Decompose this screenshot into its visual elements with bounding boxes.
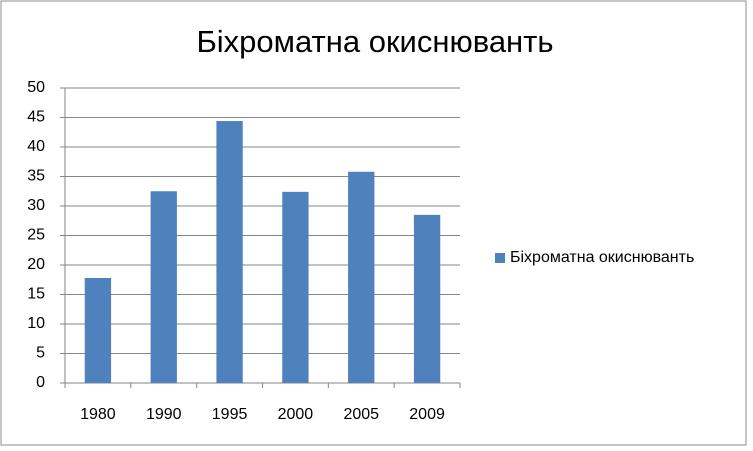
y-tick-label: 20 — [27, 256, 45, 273]
chart-title: Біхроматна окиснюванть — [196, 24, 553, 59]
bar — [348, 171, 375, 383]
y-tick-label: 35 — [27, 168, 45, 185]
y-tick-label: 40 — [27, 138, 45, 155]
legend-swatch — [495, 253, 505, 263]
y-tick-label: 5 — [36, 345, 45, 362]
x-tick-label: 1995 — [212, 406, 248, 423]
legend-label: Біхроматна окиснюванть — [510, 249, 694, 266]
bar — [216, 121, 243, 383]
x-tick-label: 2000 — [278, 406, 314, 423]
y-tick-label: 45 — [27, 109, 45, 126]
y-tick-label: 10 — [27, 315, 45, 332]
x-tick-label: 2009 — [409, 406, 445, 423]
y-tick-label: 15 — [27, 286, 45, 303]
y-tick-label: 0 — [36, 374, 45, 391]
x-tick-label: 1990 — [146, 406, 182, 423]
bar — [150, 191, 177, 383]
y-tick-label: 30 — [27, 197, 45, 214]
x-tick-label: 2005 — [343, 406, 379, 423]
x-tick-label: 1980 — [80, 406, 116, 423]
y-tick-label: 50 — [27, 79, 45, 96]
bar — [84, 277, 112, 383]
bar — [282, 191, 309, 383]
y-tick-label: 25 — [27, 227, 45, 244]
bar — [413, 214, 441, 383]
